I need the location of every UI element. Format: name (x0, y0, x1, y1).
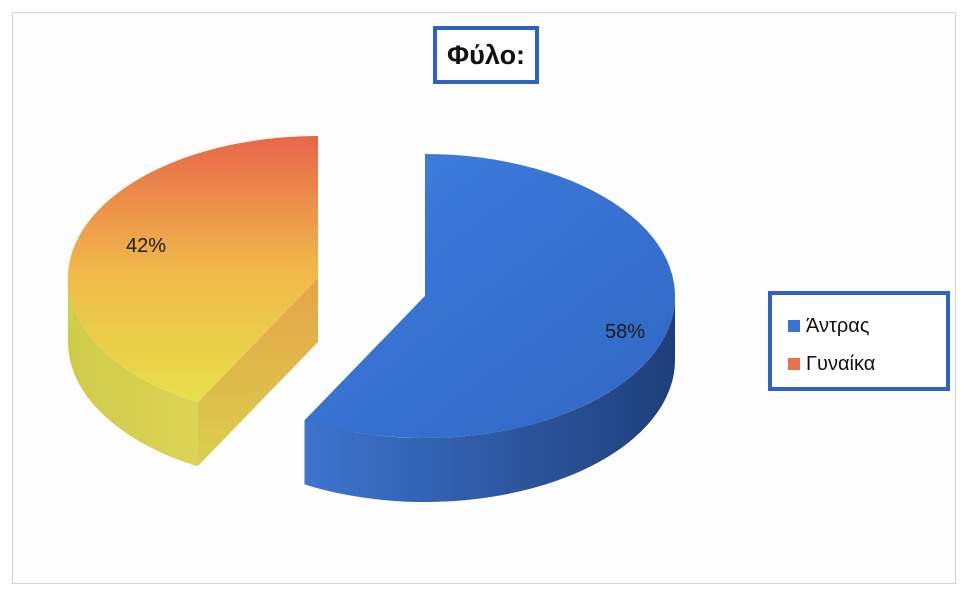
data-label-antras: 58% (605, 321, 645, 343)
legend: Άντρας Γυναίκα (768, 291, 950, 391)
legend-swatch-gynaika (788, 358, 800, 370)
legend-item-gynaika: Γυναίκα (788, 345, 946, 383)
slice-gynaika (68, 136, 318, 467)
legend-label-antras: Άντρας (806, 314, 870, 337)
chart-title: Φύλο: (433, 26, 540, 84)
legend-item-antras: Άντρας (788, 307, 946, 345)
slice-antras-top (304, 154, 675, 438)
legend-label-gynaika: Γυναίκα (806, 352, 876, 375)
data-label-gynaika: 42% (126, 235, 166, 257)
slice-gynaika-side (68, 278, 198, 467)
slice-antras-side (304, 296, 675, 502)
slice-antras (304, 154, 675, 502)
slice-gynaika-cut-face (197, 278, 318, 467)
slice-gynaika-top (68, 136, 318, 403)
legend-swatch-antras (788, 320, 800, 332)
